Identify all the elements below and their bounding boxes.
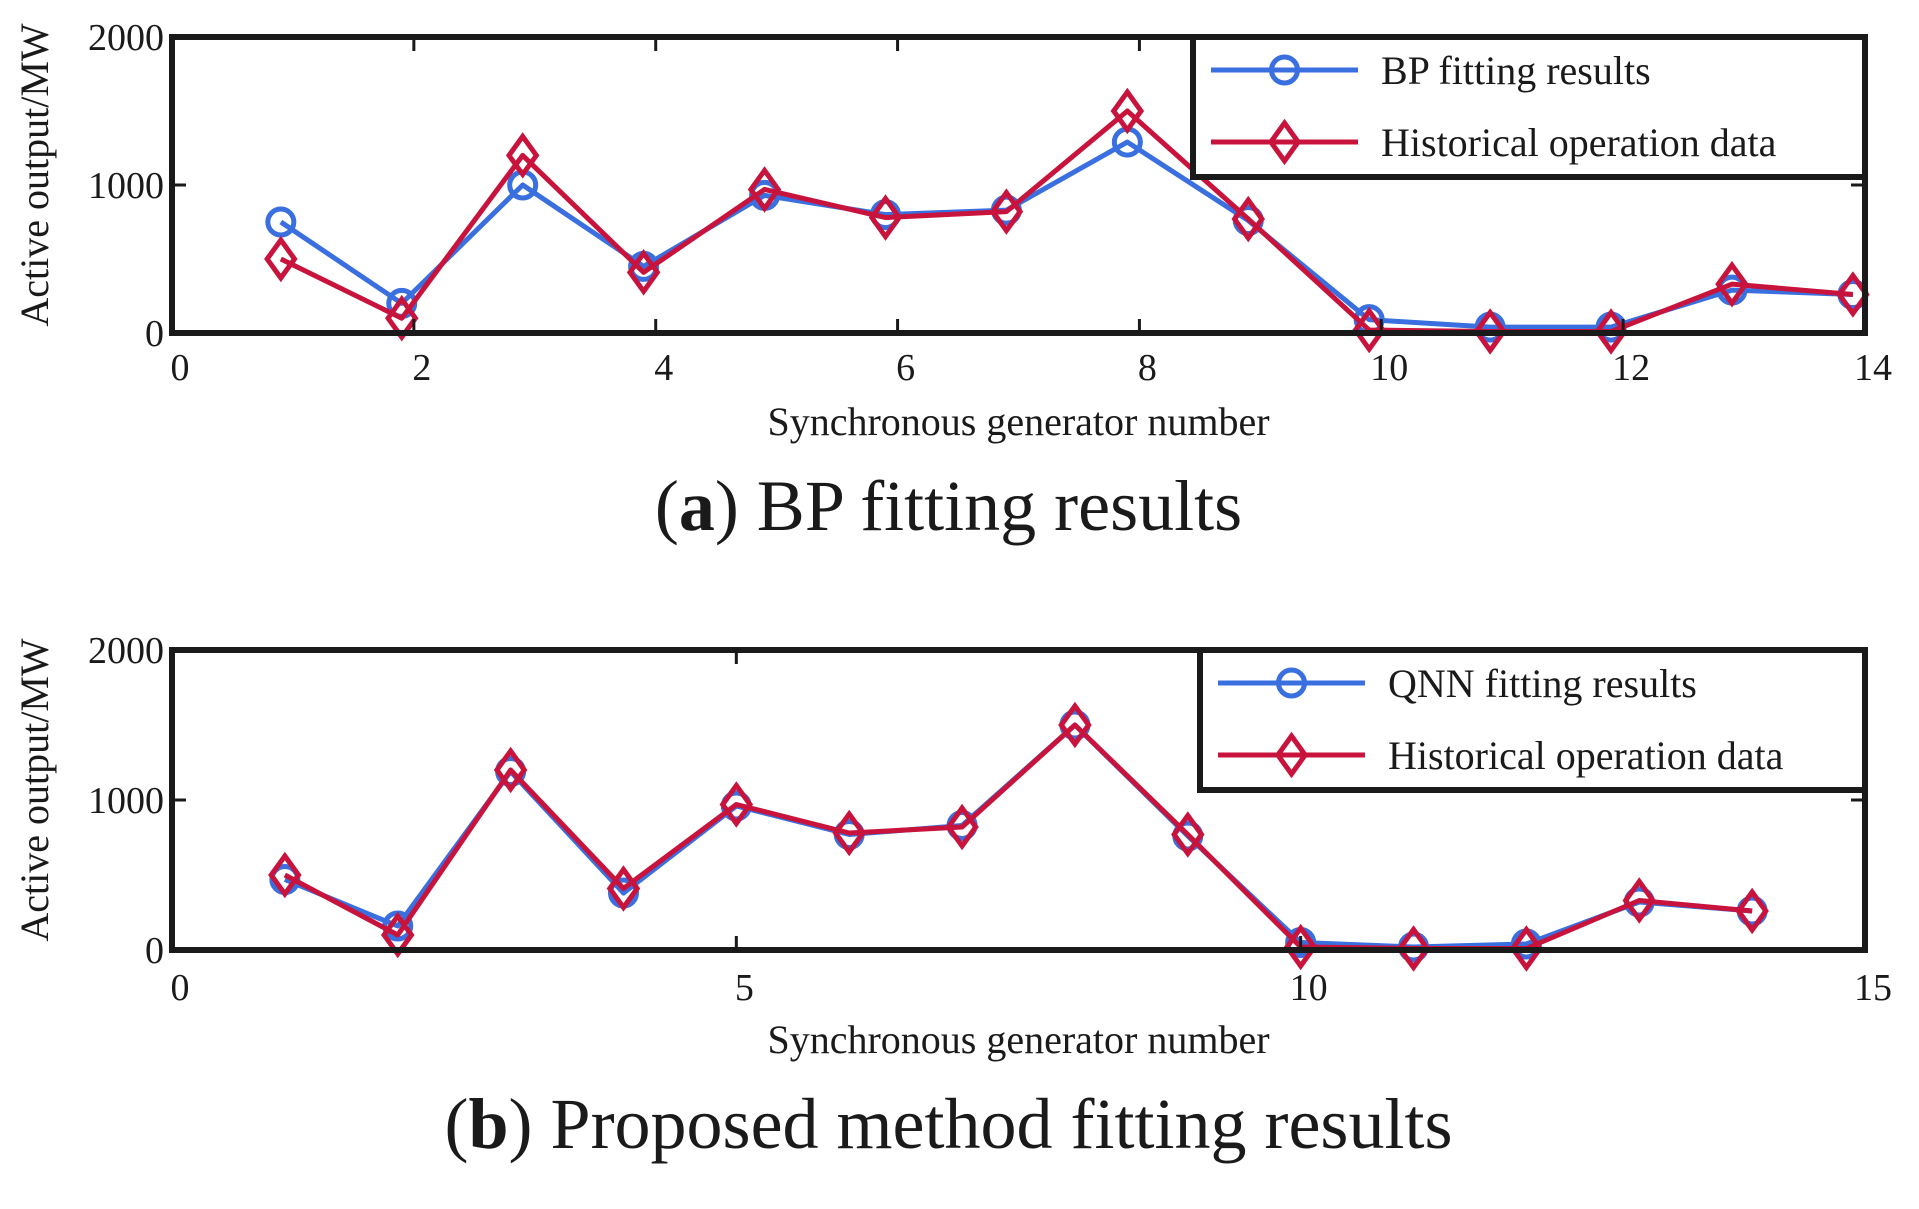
data-point xyxy=(268,851,302,899)
caption-letter: a xyxy=(679,466,715,546)
y-tick-label: 0 xyxy=(145,930,164,972)
x-tick-label: 4 xyxy=(654,347,673,389)
data-point xyxy=(989,188,1024,235)
data-point xyxy=(945,803,979,851)
y-tick-label: 1000 xyxy=(88,165,164,207)
x-tick-label: 5 xyxy=(735,967,754,1009)
x-tick-label: 10 xyxy=(1370,347,1408,389)
data-point xyxy=(868,194,903,241)
data-point xyxy=(626,249,661,296)
data-point xyxy=(832,809,866,857)
x-tick-label: 15 xyxy=(1854,967,1892,1009)
legend-label: Historical operation data xyxy=(1381,120,1777,165)
data-point xyxy=(265,206,297,238)
x-tick-label: 0 xyxy=(171,967,190,1009)
legend-marker xyxy=(1269,54,1300,86)
data-point xyxy=(1283,923,1318,971)
x-tick-label: 8 xyxy=(1138,347,1157,389)
x-tick-label: 2 xyxy=(412,347,431,389)
data-point xyxy=(1058,701,1092,749)
caption-text: Proposed method fitting results xyxy=(551,1084,1453,1164)
legend-box xyxy=(1197,647,1868,793)
x-tick-label: 14 xyxy=(1854,347,1892,389)
data-point xyxy=(1715,260,1749,308)
legend-label: BP fitting results xyxy=(1381,48,1651,93)
data-point xyxy=(1594,308,1628,355)
y-tick-label: 2000 xyxy=(88,17,164,59)
legend-marker xyxy=(1276,667,1307,699)
legend-marker xyxy=(1274,731,1309,779)
y-tick-label: 2000 xyxy=(88,630,164,672)
data-point xyxy=(380,911,415,959)
panel-caption: (a) BP fitting results xyxy=(655,466,1242,546)
data-point xyxy=(493,746,528,794)
data-point xyxy=(1352,306,1386,354)
data-point xyxy=(385,294,419,342)
legend: BP fitting results Historical operation d… xyxy=(1190,34,1868,180)
y-axis-label: Active output/MW xyxy=(12,638,57,942)
x-tick-label: 6 xyxy=(896,347,915,389)
caption-paren-open: ( xyxy=(445,1084,469,1164)
x-axis-label: Synchronous generator number xyxy=(767,1017,1269,1062)
data-point xyxy=(1171,811,1205,858)
data-point xyxy=(1231,195,1266,243)
data-point xyxy=(1473,308,1507,355)
caption-text: BP fitting results xyxy=(757,466,1242,546)
panel-b-chart: 0 5 10 15 0 1000 2000 Synchronous generator num… xyxy=(12,630,1892,1164)
caption-letter: b xyxy=(469,1084,509,1164)
data-point xyxy=(1735,887,1769,935)
y-tick-label: 1000 xyxy=(88,780,164,822)
legend-label: Historical operation data xyxy=(1388,733,1784,778)
data-point xyxy=(1622,877,1657,924)
legend-marker xyxy=(1267,118,1302,166)
x-tick-label: 0 xyxy=(171,347,190,389)
x-axis-label: Synchronous generator number xyxy=(767,399,1269,444)
legend: QNN fitting results Historical operation … xyxy=(1197,647,1868,793)
data-point xyxy=(1110,87,1145,135)
series-line xyxy=(279,139,1853,330)
data-point xyxy=(747,166,782,213)
caption-paren-close: ) xyxy=(509,1084,551,1164)
x-tick-label: 12 xyxy=(1612,347,1650,389)
data-point xyxy=(606,865,641,912)
data-point xyxy=(719,781,754,828)
data-point xyxy=(505,132,540,179)
data-point xyxy=(264,235,298,283)
caption-paren-open: ( xyxy=(655,466,679,546)
x-tick-label: 10 xyxy=(1290,967,1328,1009)
y-axis-label: Active output/MW xyxy=(12,23,57,327)
y-tick-label: 0 xyxy=(145,313,164,355)
caption-paren-close: ) xyxy=(715,466,757,546)
legend-box xyxy=(1190,34,1868,180)
panel-a-chart: 0 2 4 6 8 10 12 14 0 1000 2000 Synchronous generato… xyxy=(12,17,1892,546)
data-point xyxy=(1509,925,1544,972)
panel-caption: (b) Proposed method fitting results xyxy=(445,1084,1453,1164)
legend-label: QNN fitting results xyxy=(1388,661,1697,706)
data-point xyxy=(1396,925,1431,972)
